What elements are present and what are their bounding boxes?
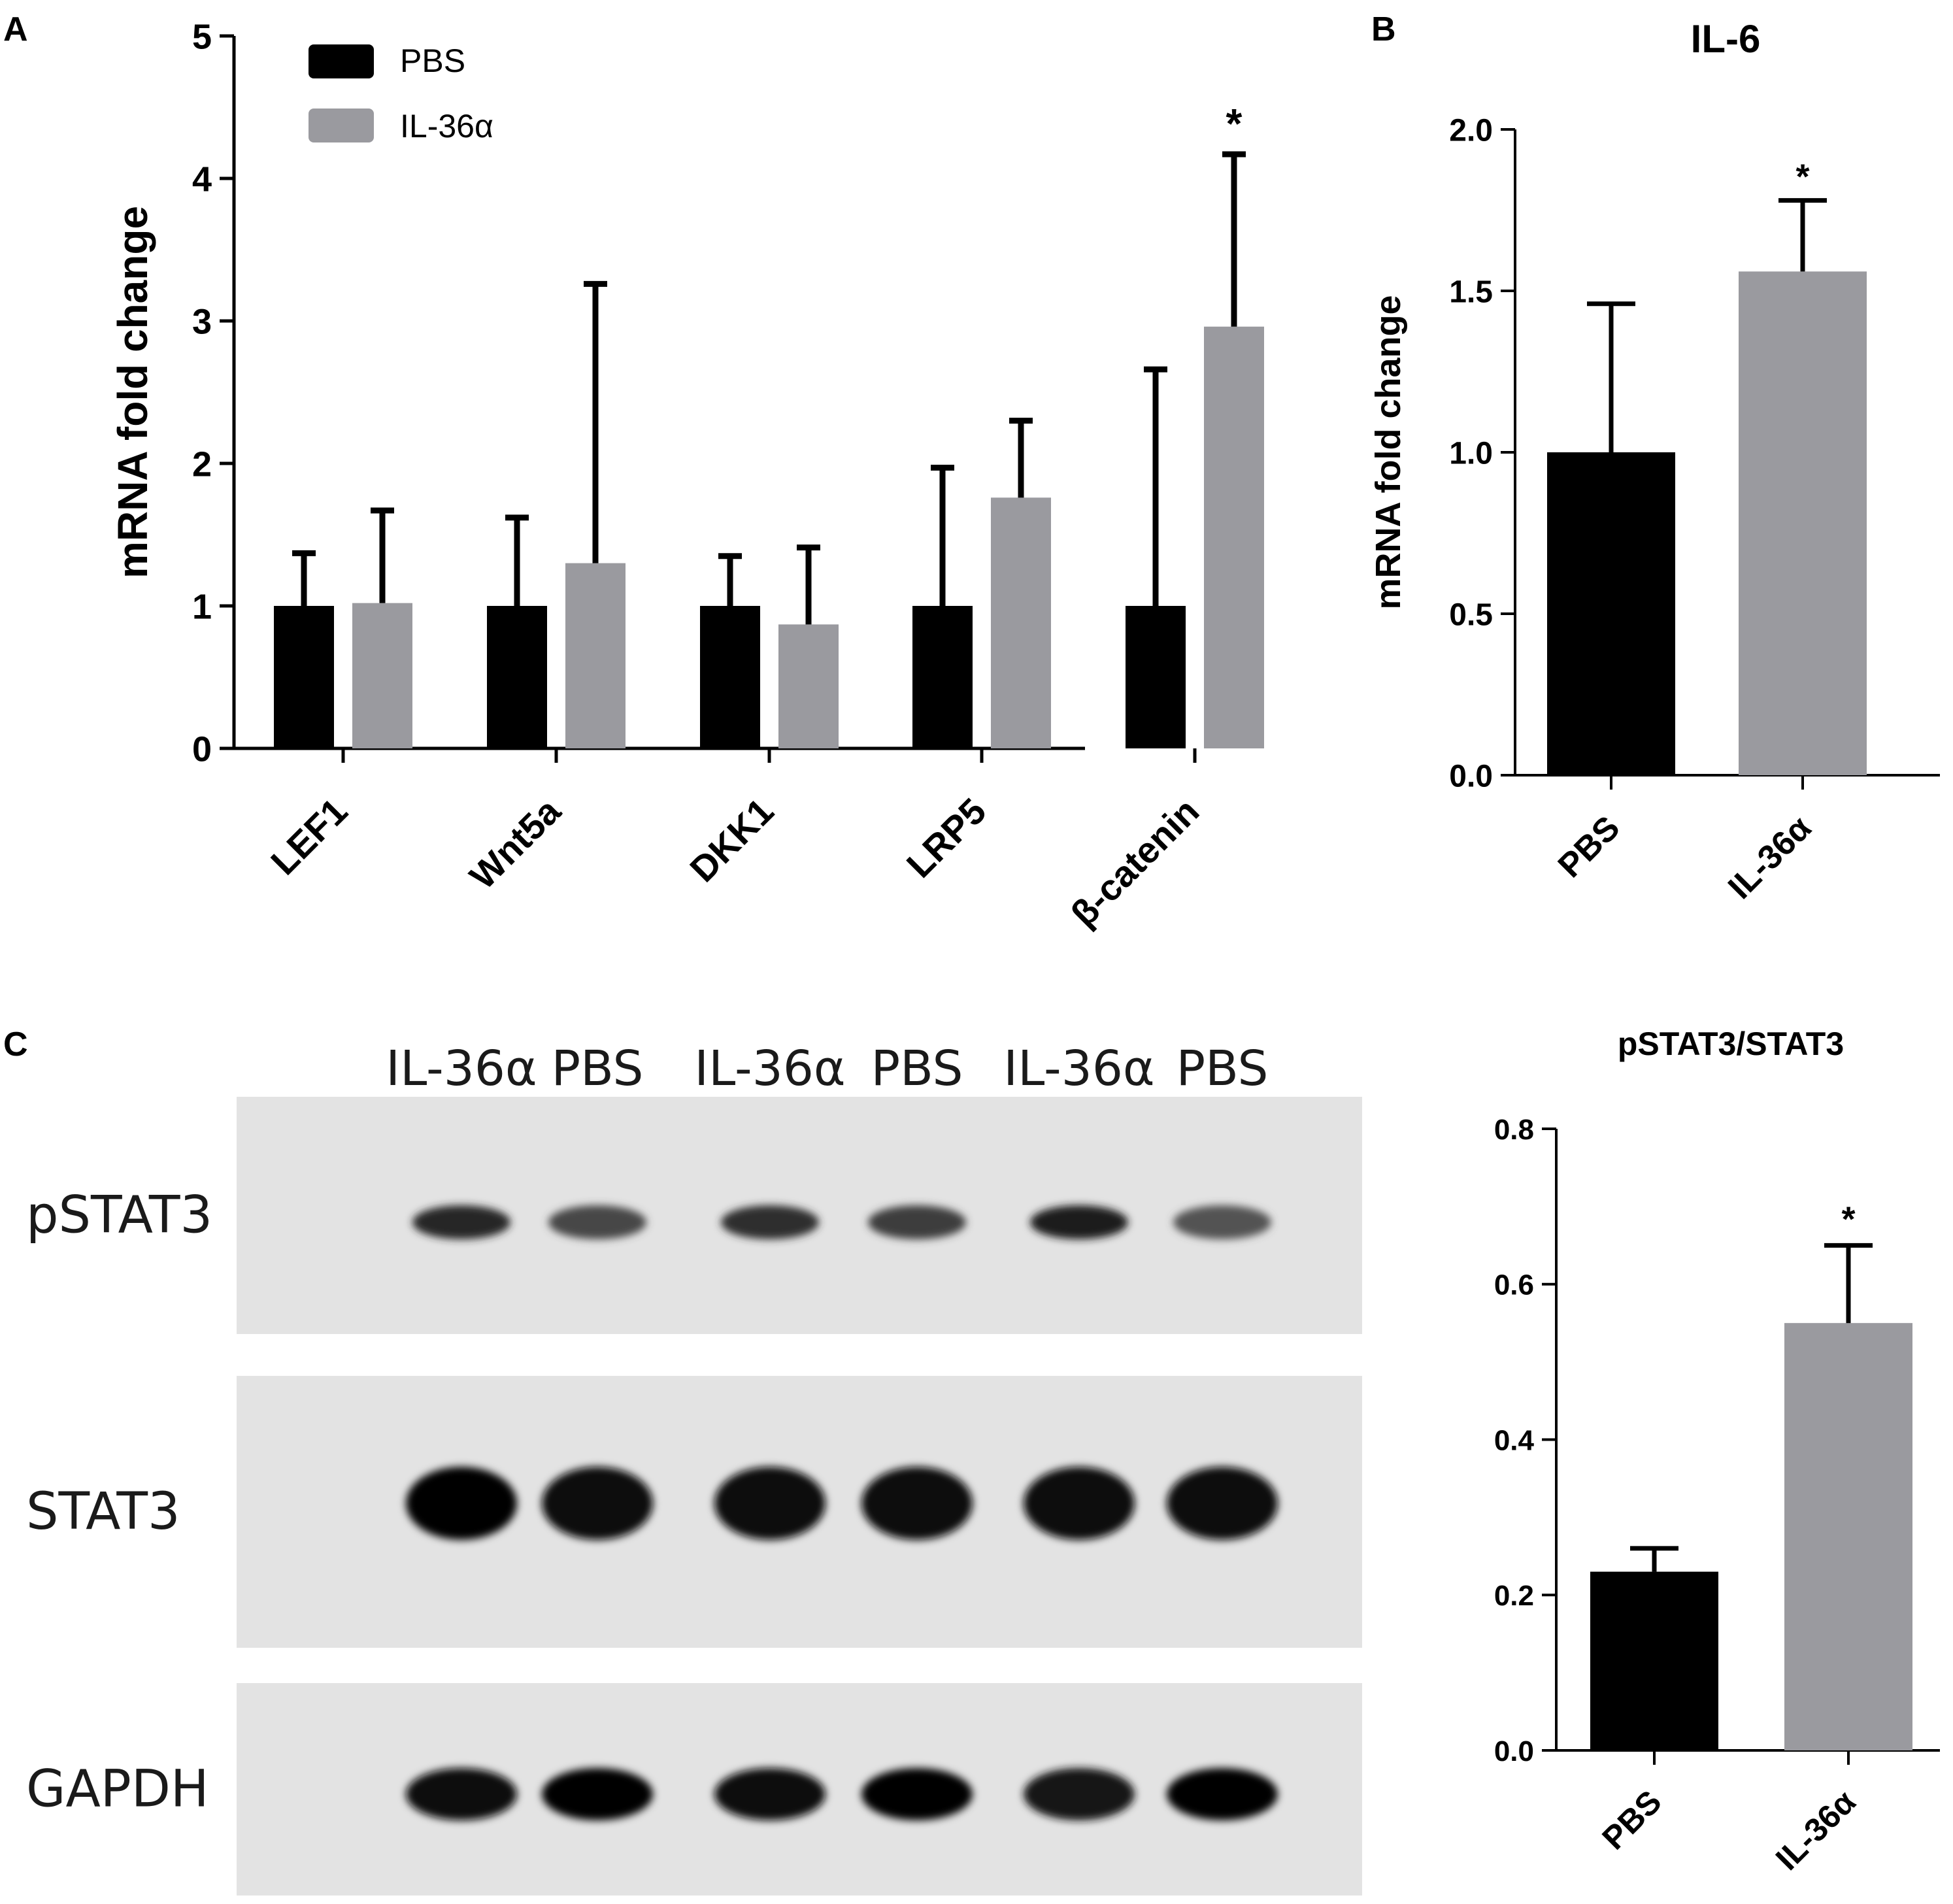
bar <box>700 606 760 748</box>
y-tick-label: 5 <box>192 17 212 56</box>
y-tick-label: 2 <box>192 444 212 484</box>
x-category-label: IL-36α <box>1721 809 1818 906</box>
y-tick-label: 1.0 <box>1449 436 1493 471</box>
lane-label: IL-36α <box>386 1041 537 1097</box>
y-tick-label: 0 <box>192 729 212 769</box>
bar <box>274 606 334 748</box>
legend-swatch-il36a <box>309 109 374 142</box>
blot-row-label: GAPDH <box>26 1760 209 1819</box>
blot-band <box>868 1205 966 1239</box>
y-tick-label: 0.5 <box>1449 597 1493 632</box>
blot-row-label: STAT3 <box>26 1482 180 1541</box>
panel-letter-b: B <box>1371 10 1396 48</box>
y-axis-label: mRNA fold change <box>109 206 156 578</box>
x-category-label: DKK1 <box>682 790 781 890</box>
y-tick-label: 2.0 <box>1449 113 1493 148</box>
blot-band <box>861 1768 973 1820</box>
bar <box>352 603 412 748</box>
y-tick-label: 0.8 <box>1494 1114 1534 1146</box>
bar <box>565 563 626 748</box>
chart-title: pSTAT3/STAT3 <box>1618 1026 1844 1062</box>
western-blot: IL-36α PBS IL-36α PBS IL-36α PBSpSTAT3STAT3GA… <box>26 1041 1362 1896</box>
lane-label: IL-36α <box>1003 1041 1154 1097</box>
y-tick-label: 4 <box>192 159 212 199</box>
significance-marker: * <box>1795 158 1809 197</box>
significance-marker: * <box>1226 100 1243 147</box>
blot-band <box>548 1205 646 1239</box>
lane-label: PBS <box>1176 1041 1268 1097</box>
x-category-label: PBS <box>1595 1783 1668 1856</box>
blot-band <box>1030 1205 1128 1239</box>
chart-b-il6: 0.0 0.5 1.0 1.5 2.0 mRNA fold change IL-6 PBS IL… <box>1369 17 1940 907</box>
bar <box>1547 452 1675 775</box>
y-tick-label: 0.2 <box>1494 1580 1534 1612</box>
legend-label-il36a: IL-36α <box>400 108 493 144</box>
blot-row-label: pSTAT3 <box>26 1186 212 1245</box>
significance-marker: * <box>1841 1199 1855 1239</box>
blot-band <box>412 1205 510 1239</box>
x-category-label: IL-36α <box>1769 1783 1863 1877</box>
chart-title: IL-6 <box>1691 17 1761 61</box>
y-tick-label: 0.6 <box>1494 1269 1534 1301</box>
bar <box>991 497 1051 748</box>
blot-band <box>1167 1768 1278 1820</box>
bar <box>912 606 973 748</box>
lane-label: PBS <box>551 1041 643 1097</box>
lane-label: IL-36α <box>694 1041 845 1097</box>
bar <box>1784 1323 1912 1750</box>
blot-band <box>1173 1205 1271 1239</box>
blot-band <box>721 1205 819 1239</box>
legend-label-pbs: PBS <box>400 42 465 79</box>
chart-c-pstat3-ratio: 0.0 0.2 0.4 0.6 0.8 pSTAT3/STAT3 PBS IL-36α * <box>1494 1026 1940 1877</box>
x-category-label: PBS <box>1551 809 1628 885</box>
bar <box>1590 1571 1718 1750</box>
y-tick-label: 0.0 <box>1494 1735 1534 1767</box>
blot-band <box>406 1768 517 1820</box>
bar <box>1204 326 1264 749</box>
y-tick-label: 0.4 <box>1494 1424 1535 1456</box>
blot-band <box>1167 1467 1278 1540</box>
y-tick-label: 0.0 <box>1449 759 1493 793</box>
y-axis-label: mRNA fold change <box>1369 295 1408 609</box>
legend: PBS IL-36α <box>309 42 493 144</box>
x-category-label: β-catenin <box>1063 790 1207 935</box>
blot-band <box>714 1768 826 1820</box>
blot-band <box>714 1467 826 1540</box>
blot-band <box>406 1467 517 1540</box>
panel-letter-c: C <box>3 1026 28 1063</box>
chart-a-gene-expression: 0 1 2 3 4 5 mRNA fold change LEF1 Wnt5a DKK1 LRP5 β… <box>109 17 1264 934</box>
bar <box>1739 271 1867 775</box>
x-category-label: LEF1 <box>263 790 355 882</box>
lane-label: PBS <box>871 1041 963 1097</box>
blot-band <box>542 1467 653 1540</box>
bar <box>487 606 547 748</box>
y-tick-label: 1 <box>192 587 212 626</box>
x-category-label: LRP5 <box>899 790 994 886</box>
blot-band <box>1024 1768 1135 1820</box>
x-category-label: Wnt5a <box>461 790 569 897</box>
y-tick-label: 3 <box>192 302 212 341</box>
panel-letter-a: A <box>3 10 28 48</box>
blot-band <box>1024 1467 1135 1540</box>
blot-band <box>861 1467 973 1540</box>
legend-swatch-pbs <box>309 44 374 78</box>
bar <box>1126 606 1186 748</box>
blot-band <box>542 1768 653 1820</box>
bar <box>778 624 839 748</box>
y-tick-label: 1.5 <box>1449 275 1493 309</box>
